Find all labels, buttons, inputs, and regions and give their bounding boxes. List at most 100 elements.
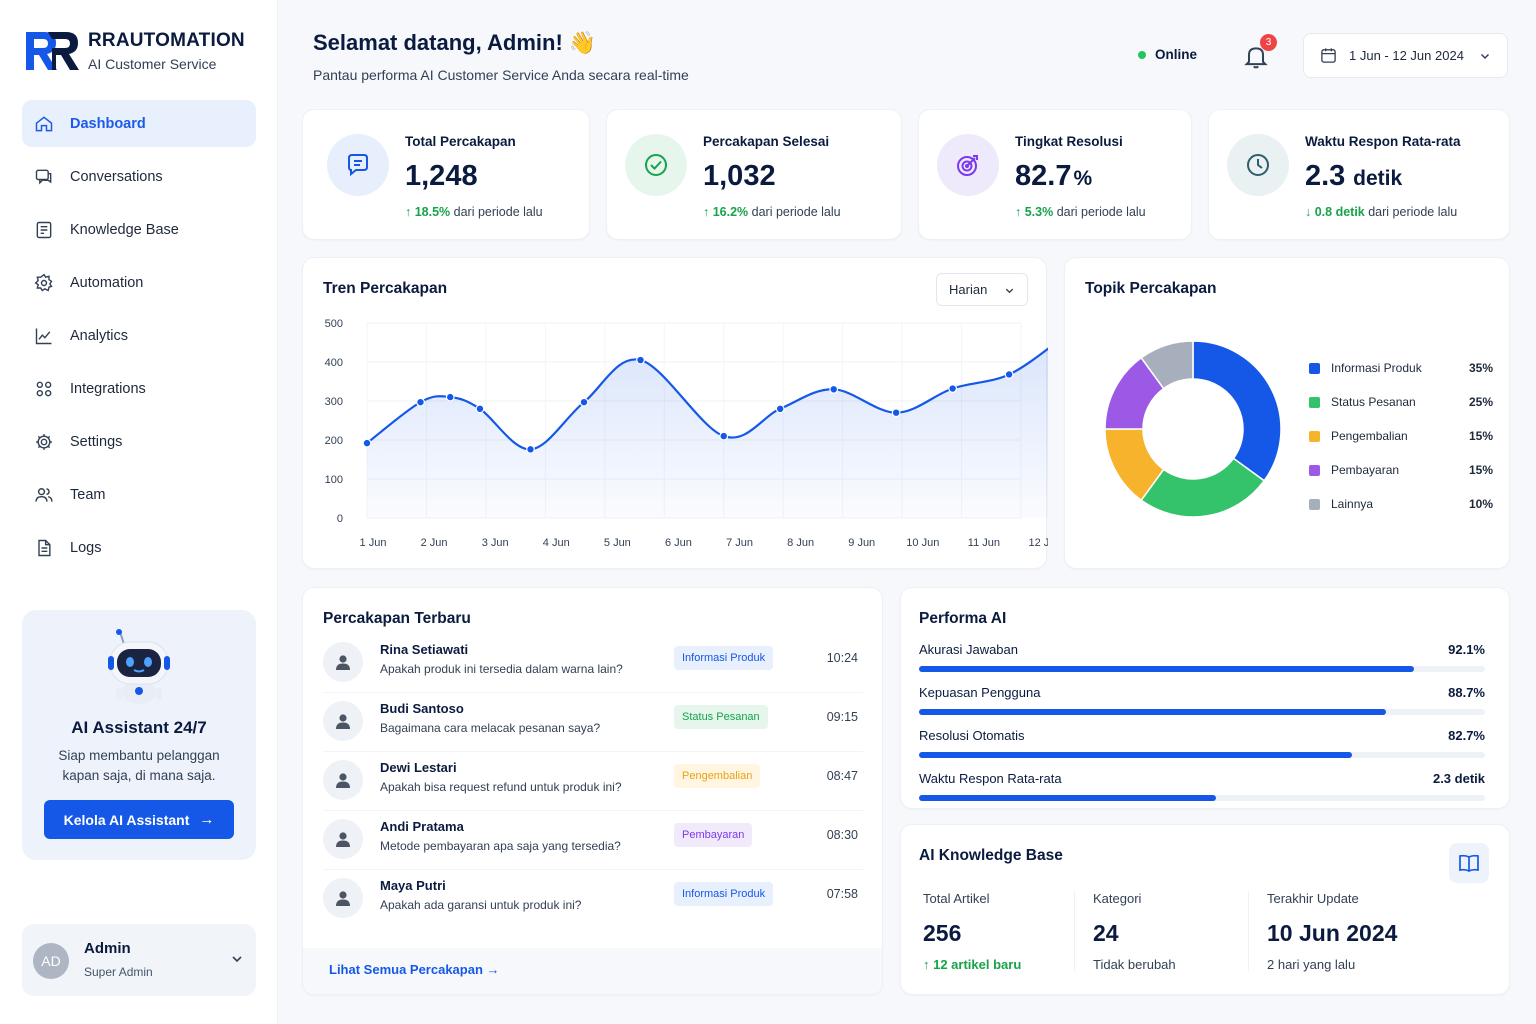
robot-icon [108,629,170,704]
chevron-down-icon [1005,288,1014,294]
sidebar-item-team[interactable]: Team [22,471,256,518]
brand-subtitle: AI Customer Service [88,56,217,72]
kb-categories: Kategori 24 Tidak berubah [1093,891,1176,972]
check-circle-icon [625,134,687,196]
trend-area [367,348,1048,518]
x-tick-label: 7 Jun [726,537,753,549]
kb-label: Terakhir Update [1267,891,1359,906]
conversation-message: Apakah ada garansi untuk produk ini? [380,898,582,912]
conversation-name: Budi Santoso [380,701,464,716]
calendar-icon [1321,48,1336,63]
manage-ai-assistant-button[interactable]: Kelola AI Assistant → [44,800,234,839]
x-tick-label: 2 Jun [421,537,448,549]
kb-sub: ↑ 12 artikel baru [923,957,1022,972]
sidebar-nav: Dashboard Conversations Knowledge Base A… [22,100,256,577]
kb-value: 24 [1093,920,1119,946]
progress-track [919,709,1485,715]
conversation-row[interactable]: Rina Setiawati Apakah produk ini tersedia… [323,634,863,693]
sidebar-item-logs[interactable]: Logs [22,524,256,571]
kb-value: 10 Jun 2024 [1267,920,1398,946]
open-book-icon[interactable] [1449,843,1489,883]
trend-point[interactable] [526,444,535,454]
ai-performance-card: Performa AI Akurasi Jawaban 92.1% Kepuasan… [900,587,1510,809]
online-status: Online [1138,47,1197,62]
page-title: Selamat datang, Admin! 👋 [313,30,597,55]
topic-chart-card: Topik Percakapan Informasi Produk 35% Stat… [1064,257,1510,569]
conversation-row[interactable]: Dewi Lestari Apakah bisa request refund u… [323,752,863,811]
sidebar-item-conversations[interactable]: Conversations [22,153,256,200]
stat-value-unit: detik [1347,167,1403,190]
user-avatar-icon [323,878,363,918]
conversation-name: Andi Pratama [380,819,464,834]
trend-point[interactable] [719,431,729,441]
brand[interactable]: RRAUTOMATION AI Customer Service [24,28,245,74]
performance-label: Kepuasan Pengguna [919,685,1041,700]
x-tick-label: 5 Jun [604,537,631,549]
user-name: Admin [84,940,131,957]
sidebar-item-dashboard[interactable]: Dashboard [22,100,256,147]
conversation-name: Rina Setiawati [380,642,469,657]
chevron-down-icon[interactable] [230,952,244,966]
conversation-name: Dewi Lestari [380,760,457,775]
notification-badge: 3 [1260,34,1277,51]
sidebar-item-integrations[interactable]: Integrations [22,365,256,412]
conversation-message: Apakah bisa request refund untuk produk … [380,780,622,794]
stat-label: Tingkat Resolusi [1015,134,1123,149]
legend-value: 10% [1468,497,1493,511]
performance-label: Waktu Respon Rata-rata [919,771,1062,786]
trend-point[interactable] [829,384,839,394]
y-tick-label: 0 [337,513,343,525]
sidebar-item-label: Analytics [70,327,129,344]
trend-point[interactable] [891,408,901,418]
legend-swatch [1309,362,1320,374]
user-profile-card[interactable]: AD Admin Super Admin [22,924,256,996]
trend-point[interactable] [362,438,372,448]
trend-point[interactable] [948,384,958,393]
conversation-time: 07:58 [826,887,858,901]
conversation-row[interactable]: Budi Santoso Bagaimana cara melacak pesan… [323,693,863,752]
trend-chart-card: Tren Percakapan Harian 0 100 200 300 400 500 1… [302,257,1048,569]
stat-delta-text: dari periode lalu [450,205,543,219]
conversation-message: Bagaimana cara melacak pesanan saya? [380,721,601,735]
team-icon [34,485,54,505]
sidebar-item-knowledge-base[interactable]: Knowledge Base [22,206,256,253]
trend-point[interactable] [416,397,425,407]
x-tick-label: 6 Jun [665,537,692,549]
see-all-conversations-link[interactable]: Lihat Semua Percakapan → [329,962,500,977]
stat-delta-value: ↑ 18.5% [405,205,451,219]
date-range-picker[interactable]: 1 Jun - 12 Jun 2024 [1303,33,1508,78]
donut-slice[interactable] [1140,340,1194,390]
automation-gear-icon [34,273,54,293]
book-icon [34,220,54,240]
x-tick-label: 11 Jun [968,537,1000,549]
period-select[interactable]: Harian [936,273,1028,306]
sidebar-item-settings[interactable]: Settings [22,418,256,465]
trend-point[interactable] [445,392,455,402]
conversation-row[interactable]: Maya Putri Apakah ada garansi untuk produ… [323,870,863,929]
trend-point[interactable] [1004,370,1014,379]
progress-fill [919,752,1352,758]
conversation-row[interactable]: Andi Pratama Metode pembayaran apa saja y… [323,811,863,870]
stat-card-completed-conversations: Percakapan Selesai 1,032 ↑ 16.2% dari pe… [606,109,902,240]
stat-card-total-conversations: Total Percakapan 1,248 ↑ 18.5% dari peri… [302,109,590,240]
trend-point[interactable] [579,397,589,407]
trend-point[interactable] [775,404,785,414]
stat-value-unit: % [1073,167,1093,190]
stat-delta: ↑ 16.2% dari periode lalu [703,205,841,219]
divider [1248,891,1249,971]
ai-card-description: Siap membantu pelanggan kapan saja, di m… [58,748,220,783]
kb-last-update: Terakhir Update 10 Jun 2024 2 hari yang … [1267,891,1398,972]
brand-name: RRAUTOMATION [88,30,245,51]
performance-value: 82.7% [1448,728,1485,743]
trend-point[interactable] [636,355,645,365]
x-tick-label: 3 Jun [482,537,509,549]
sidebar-item-analytics[interactable]: Analytics [22,312,256,359]
kb-sub: Tidak berubah [1093,957,1176,972]
clock-icon [1227,134,1289,196]
donut-slice[interactable] [1192,340,1282,482]
sidebar-item-label: Conversations [70,168,163,185]
bell-icon[interactable] [1242,42,1270,70]
trend-point[interactable] [475,404,485,414]
sidebar-item-label: Team [70,486,106,503]
sidebar-item-automation[interactable]: Automation [22,259,256,306]
